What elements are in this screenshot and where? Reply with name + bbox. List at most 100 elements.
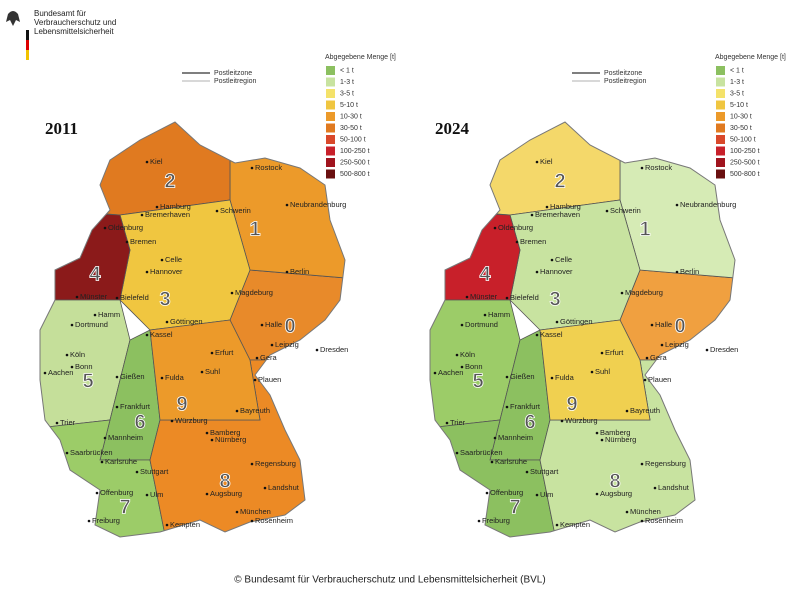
zone-number: 9 — [176, 393, 187, 415]
city-label: Gera — [650, 353, 668, 362]
city-label: Neubrandenburg — [290, 200, 346, 209]
legend-label: 250-500 t — [730, 159, 760, 166]
legend-title: Abgegebene Menge [t] — [325, 54, 396, 61]
city-label: Bamberg — [600, 428, 630, 437]
city-dot — [505, 405, 509, 409]
line-legend-label: Postleitzone — [214, 70, 252, 77]
city-label: Gießen — [120, 372, 145, 381]
city-dot — [55, 421, 59, 425]
logo-text: Verbraucherschutz und — [34, 18, 116, 27]
city-dot — [200, 370, 204, 374]
city-label: Kassel — [150, 330, 173, 339]
zone-number: 7 — [509, 496, 520, 518]
legend-label: 1-3 t — [340, 79, 354, 86]
legend-swatch — [716, 123, 725, 133]
city-dot — [535, 333, 539, 337]
city-dot — [650, 323, 654, 327]
city-dot — [705, 348, 709, 352]
city-label: Rosenheim — [255, 516, 293, 525]
legend-swatch — [326, 135, 335, 144]
legend-label: 500-800 t — [340, 171, 370, 178]
city-dot — [675, 270, 679, 274]
city-dot — [140, 213, 144, 217]
city-label: Kiel — [150, 157, 163, 166]
legend-label: 30-50 t — [730, 125, 752, 132]
zone-number: 7 — [119, 496, 130, 518]
city-dot — [230, 291, 234, 295]
country-outline — [39, 121, 346, 538]
city-label: Bremerhaven — [535, 210, 580, 219]
city-dot — [535, 270, 539, 274]
legend-label: 30-50 t — [340, 125, 362, 132]
city-label: Bielefeld — [120, 293, 149, 302]
city-label: Dresden — [710, 345, 738, 354]
city-label: Stuttgart — [530, 467, 559, 476]
city-dot — [263, 486, 267, 490]
city-dot — [270, 343, 274, 347]
city-dot — [625, 409, 629, 413]
city-dot — [455, 451, 459, 455]
city-label: Aachen — [48, 368, 73, 377]
line-legend-label: Postleitzone — [604, 70, 642, 77]
postal-zone — [149, 319, 261, 421]
city-label: Rostock — [255, 163, 282, 172]
city-dot — [605, 209, 609, 213]
city-label: Karlsruhe — [105, 457, 137, 466]
city-label: Leipzig — [665, 340, 689, 349]
city-dot — [155, 205, 159, 209]
city-dot — [75, 295, 79, 299]
city-dot — [125, 240, 129, 244]
legend-swatch — [326, 112, 335, 121]
city-dot — [460, 323, 464, 327]
zone-number: 0 — [284, 315, 295, 337]
city-dot — [535, 493, 539, 497]
city-label: Hamm — [98, 310, 120, 319]
city-label: Trier — [450, 418, 466, 427]
city-label: Offenburg — [100, 488, 133, 497]
line-legend-label: Postleitregion — [214, 78, 257, 85]
city-label: Celle — [165, 255, 182, 264]
zone-number: 5 — [472, 370, 483, 392]
city-label: Suhl — [205, 367, 220, 376]
logo-text: Bundesamt für — [34, 9, 86, 18]
legend-label: 3-5 t — [730, 90, 744, 97]
city-label: Frankfurt — [120, 402, 151, 411]
legend-label: 5-10 t — [730, 102, 748, 109]
legend-label: 10-30 t — [340, 113, 362, 120]
legend-label: 3-5 t — [340, 90, 354, 97]
city-dot — [675, 203, 679, 207]
zone-number: 8 — [219, 470, 230, 492]
city-dot — [625, 510, 629, 514]
city-label: Würzburg — [565, 416, 598, 425]
city-label: Regensburg — [255, 459, 296, 468]
city-dot — [653, 486, 657, 490]
city-label: Kiel — [540, 157, 553, 166]
city-dot — [595, 431, 599, 435]
city-dot — [433, 371, 437, 375]
city-label: Landshut — [268, 483, 300, 492]
city-dot — [477, 519, 481, 523]
legend-swatch — [326, 169, 335, 179]
city-label: Landshut — [658, 483, 690, 492]
city-dot — [640, 462, 644, 466]
city-dot — [255, 356, 259, 360]
city-label: Bonn — [75, 362, 93, 371]
zone-number: 4 — [89, 263, 101, 285]
city-label: Bielefeld — [510, 293, 539, 302]
city-label: Dresden — [320, 345, 348, 354]
city-label: Münster — [80, 292, 108, 301]
city-dot — [100, 460, 104, 464]
city-dot — [555, 523, 559, 527]
city-label: Gera — [260, 353, 278, 362]
city-dot — [535, 160, 539, 164]
city-label: Mannheim — [498, 433, 533, 442]
legend-swatch — [326, 158, 335, 167]
city-label: Kempten — [170, 520, 200, 529]
city-label: Plauen — [258, 375, 281, 384]
city-label: Bremerhaven — [145, 210, 190, 219]
city-label: Hamburg — [160, 202, 191, 211]
city-label: Plauen — [648, 375, 671, 384]
city-label: Hannover — [150, 267, 183, 276]
city-label: Erfurt — [605, 348, 624, 357]
legend-swatch — [326, 89, 335, 98]
